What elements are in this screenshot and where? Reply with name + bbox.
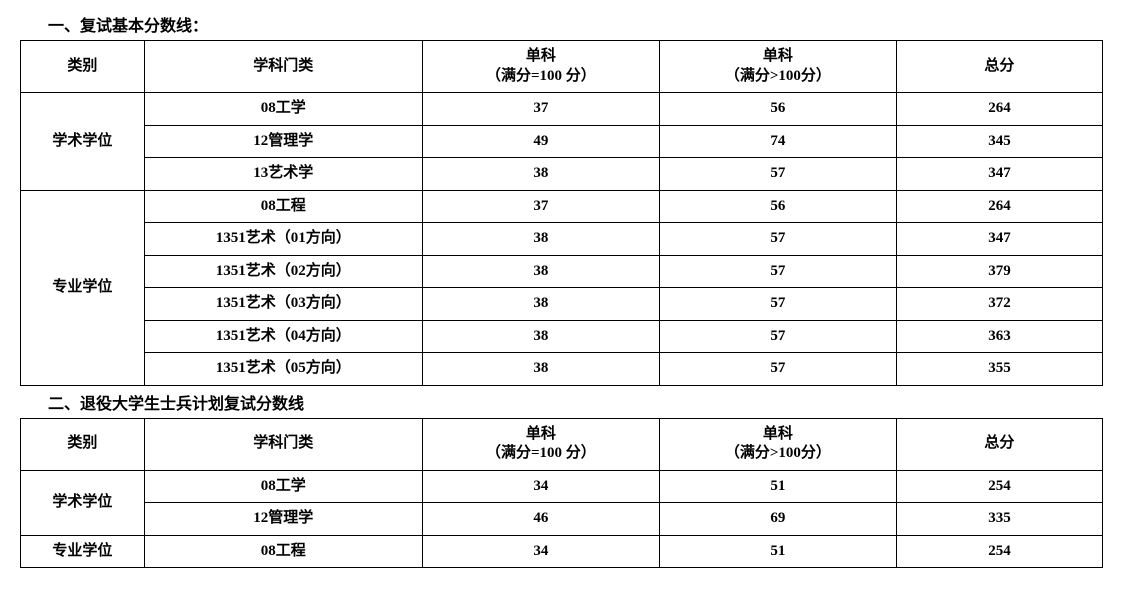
col-scoregt-l2: （满分>100分） — [725, 68, 831, 84]
scoregt-cell: 56 — [659, 190, 896, 223]
total-cell: 335 — [896, 503, 1102, 536]
col-score-gt100: 单科 （满分>100分） — [659, 41, 896, 93]
scoregt-cell: 51 — [659, 470, 896, 503]
total-cell: 347 — [896, 223, 1102, 256]
score100-cell: 38 — [422, 320, 659, 353]
score100-cell: 38 — [422, 255, 659, 288]
table-header-row: 类别 学科门类 单科 （满分=100 分） 单科 （满分>100分） 总分 — [21, 418, 1103, 470]
total-cell: 264 — [896, 190, 1102, 223]
discipline-cell: 1351艺术（03方向） — [144, 288, 422, 321]
total-cell: 379 — [896, 255, 1102, 288]
scoregt-cell: 56 — [659, 93, 896, 126]
col-score100-l1: 单科 — [526, 426, 556, 442]
col-score100: 单科 （满分=100 分） — [422, 41, 659, 93]
col-scoregt-l2: （满分>100分） — [725, 445, 831, 461]
table-row: 专业学位 08工程 34 51 254 — [21, 535, 1103, 568]
table-row: 1351艺术（02方向） 38 57 379 — [21, 255, 1103, 288]
score100-cell: 46 — [422, 503, 659, 536]
col-scoregt-l1: 单科 — [763, 48, 793, 64]
col-score100-l2: （满分=100 分） — [486, 445, 596, 461]
category-cell: 学术学位 — [21, 470, 145, 535]
discipline-cell: 08工学 — [144, 470, 422, 503]
total-cell: 264 — [896, 93, 1102, 126]
scoregt-cell: 69 — [659, 503, 896, 536]
table-row: 学术学位 08工学 37 56 264 — [21, 93, 1103, 126]
col-score100-l2: （满分=100 分） — [486, 68, 596, 84]
score100-cell: 34 — [422, 470, 659, 503]
discipline-cell: 1351艺术（01方向） — [144, 223, 422, 256]
col-total: 总分 — [896, 418, 1102, 470]
discipline-cell: 13艺术学 — [144, 158, 422, 191]
total-cell: 347 — [896, 158, 1102, 191]
scoregt-cell: 57 — [659, 158, 896, 191]
col-discipline: 学科门类 — [144, 418, 422, 470]
score100-cell: 38 — [422, 223, 659, 256]
col-scoregt-l1: 单科 — [763, 426, 793, 442]
category-cell: 学术学位 — [21, 93, 145, 191]
table-row: 1351艺术（03方向） 38 57 372 — [21, 288, 1103, 321]
scoregt-cell: 57 — [659, 320, 896, 353]
discipline-cell: 1351艺术（05方向） — [144, 353, 422, 386]
col-discipline: 学科门类 — [144, 41, 422, 93]
score100-cell: 37 — [422, 93, 659, 126]
scoregt-cell: 57 — [659, 288, 896, 321]
scoregt-cell: 51 — [659, 535, 896, 568]
total-cell: 372 — [896, 288, 1102, 321]
score100-cell: 37 — [422, 190, 659, 223]
table-row: 13艺术学 38 57 347 — [21, 158, 1103, 191]
category-cell: 专业学位 — [21, 190, 145, 385]
table-header-row: 类别 学科门类 单科 （满分=100 分） 单科 （满分>100分） 总分 — [21, 41, 1103, 93]
section2-title: 二、退役大学生士兵计划复试分数线 — [48, 390, 1103, 414]
score100-cell: 49 — [422, 125, 659, 158]
discipline-cell: 1351艺术（04方向） — [144, 320, 422, 353]
col-score100: 单科 （满分=100 分） — [422, 418, 659, 470]
table-row: 12管理学 49 74 345 — [21, 125, 1103, 158]
col-score100-l1: 单科 — [526, 48, 556, 64]
scoregt-cell: 57 — [659, 223, 896, 256]
scoregt-cell: 74 — [659, 125, 896, 158]
section1-table: 类别 学科门类 单科 （满分=100 分） 单科 （满分>100分） 总分 学术… — [20, 40, 1103, 386]
page-container: 一、复试基本分数线： 类别 学科门类 单科 （满分=100 分） 单科 （满分>… — [0, 0, 1123, 588]
section2-table: 类别 学科门类 单科 （满分=100 分） 单科 （满分>100分） 总分 学术… — [20, 418, 1103, 569]
discipline-cell: 08工程 — [144, 535, 422, 568]
col-category: 类别 — [21, 418, 145, 470]
table-row: 1351艺术（05方向） 38 57 355 — [21, 353, 1103, 386]
score100-cell: 34 — [422, 535, 659, 568]
total-cell: 345 — [896, 125, 1102, 158]
table-row: 1351艺术（01方向） 38 57 347 — [21, 223, 1103, 256]
table-row: 专业学位 08工程 37 56 264 — [21, 190, 1103, 223]
score100-cell: 38 — [422, 158, 659, 191]
discipline-cell: 12管理学 — [144, 503, 422, 536]
total-cell: 355 — [896, 353, 1102, 386]
score100-cell: 38 — [422, 353, 659, 386]
discipline-cell: 08工程 — [144, 190, 422, 223]
total-cell: 363 — [896, 320, 1102, 353]
col-score-gt100: 单科 （满分>100分） — [659, 418, 896, 470]
total-cell: 254 — [896, 535, 1102, 568]
category-cell: 专业学位 — [21, 535, 145, 568]
score100-cell: 38 — [422, 288, 659, 321]
discipline-cell: 12管理学 — [144, 125, 422, 158]
table-row: 12管理学 46 69 335 — [21, 503, 1103, 536]
section1-title: 一、复试基本分数线： — [48, 12, 1103, 36]
discipline-cell: 08工学 — [144, 93, 422, 126]
scoregt-cell: 57 — [659, 353, 896, 386]
total-cell: 254 — [896, 470, 1102, 503]
col-category: 类别 — [21, 41, 145, 93]
discipline-cell: 1351艺术（02方向） — [144, 255, 422, 288]
scoregt-cell: 57 — [659, 255, 896, 288]
col-total: 总分 — [896, 41, 1102, 93]
table-row: 1351艺术（04方向） 38 57 363 — [21, 320, 1103, 353]
table-row: 学术学位 08工学 34 51 254 — [21, 470, 1103, 503]
